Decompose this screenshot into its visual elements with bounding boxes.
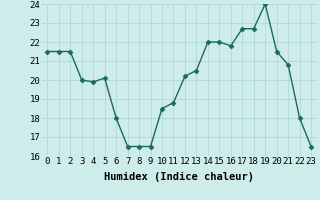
X-axis label: Humidex (Indice chaleur): Humidex (Indice chaleur) [104,172,254,182]
